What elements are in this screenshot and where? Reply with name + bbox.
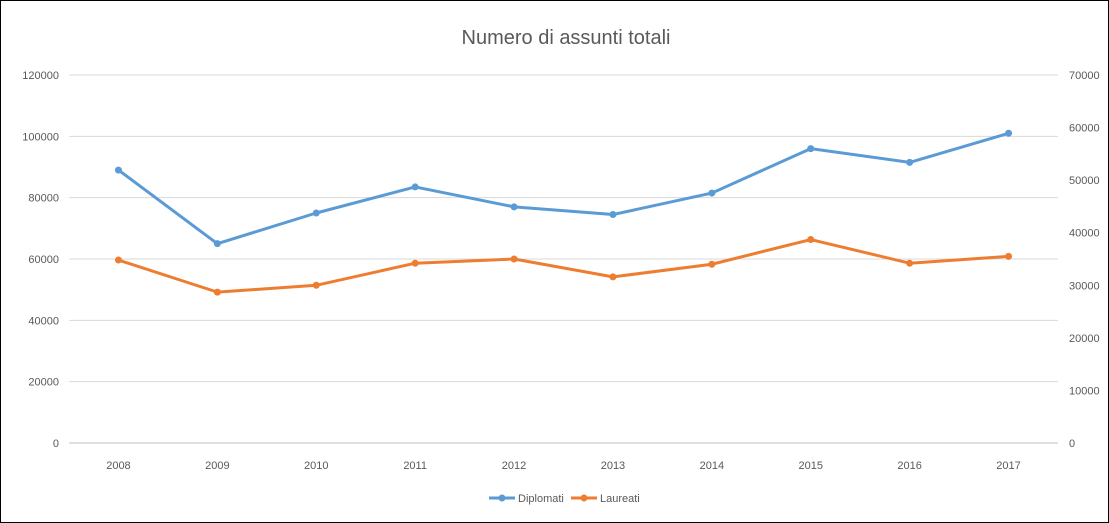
data-point xyxy=(510,255,518,263)
right-axis-ticks: 0 10000 20000 30000 40000 50000 60000 70000 xyxy=(1069,70,1100,450)
right-tick-label: 50000 xyxy=(1069,175,1100,187)
right-tick-label: 40000 xyxy=(1069,228,1100,240)
data-point xyxy=(708,189,716,197)
x-tick-label: 2012 xyxy=(502,460,526,472)
x-tick-label: 2010 xyxy=(304,460,328,472)
data-point xyxy=(114,166,122,174)
chart-title: Numero di assunti totali xyxy=(462,27,671,49)
left-tick-label: 40000 xyxy=(28,315,59,327)
right-tick-label: 60000 xyxy=(1069,123,1100,135)
data-point xyxy=(510,203,518,211)
data-point xyxy=(609,273,617,281)
data-point xyxy=(114,256,122,264)
left-tick-label: 60000 xyxy=(28,254,59,266)
x-tick-label: 2014 xyxy=(700,460,724,472)
right-tick-label: 10000 xyxy=(1069,385,1100,397)
series-layer xyxy=(114,129,1013,296)
x-tick-label: 2017 xyxy=(996,460,1020,472)
left-axis-ticks: 0 20000 40000 60000 80000 100000 120000 xyxy=(22,70,59,450)
data-point xyxy=(312,281,320,289)
x-tick-label: 2009 xyxy=(205,460,229,472)
legend-marker xyxy=(498,494,506,502)
x-tick-label: 2011 xyxy=(403,460,427,472)
left-tick-label: 20000 xyxy=(28,377,59,389)
gridlines xyxy=(69,74,1058,444)
x-tick-label: 2013 xyxy=(601,460,625,472)
left-tick-label: 100000 xyxy=(22,131,59,143)
data-point xyxy=(906,259,914,267)
legend-item: Diplomati xyxy=(489,493,564,505)
data-point xyxy=(1005,252,1013,260)
data-point xyxy=(312,209,320,217)
series-line xyxy=(116,131,1011,246)
right-tick-label: 70000 xyxy=(1069,70,1100,82)
series-laureati xyxy=(114,236,1013,296)
left-tick-label: 0 xyxy=(53,438,59,450)
data-point xyxy=(213,240,221,248)
series-diplomati xyxy=(114,129,1013,248)
data-point xyxy=(906,158,914,166)
data-point xyxy=(1005,129,1013,137)
legend: Diplomati Laureati xyxy=(489,493,640,505)
x-tick-label: 2015 xyxy=(799,460,823,472)
data-point xyxy=(708,260,716,268)
legend-item: Laureati xyxy=(571,493,640,505)
series-line xyxy=(116,238,1011,294)
right-tick-label: 0 xyxy=(1069,438,1075,450)
data-point xyxy=(213,288,221,296)
left-tick-label: 80000 xyxy=(28,193,59,205)
data-point xyxy=(807,145,815,153)
right-tick-label: 20000 xyxy=(1069,333,1100,345)
x-axis-ticks: 2008 2009 2010 2011 2012 2013 2014 2015 2016 2017 xyxy=(106,460,1021,472)
data-point xyxy=(609,211,617,219)
data-point xyxy=(411,183,419,191)
data-point xyxy=(411,259,419,267)
right-tick-label: 30000 xyxy=(1069,280,1100,292)
left-tick-label: 120000 xyxy=(22,70,59,82)
data-point xyxy=(807,236,815,244)
x-tick-label: 2008 xyxy=(106,460,130,472)
x-tick-label: 2016 xyxy=(897,460,921,472)
legend-label: Laureati xyxy=(600,493,640,505)
legend-marker xyxy=(580,494,588,502)
legend-label: Diplomati xyxy=(518,493,564,505)
